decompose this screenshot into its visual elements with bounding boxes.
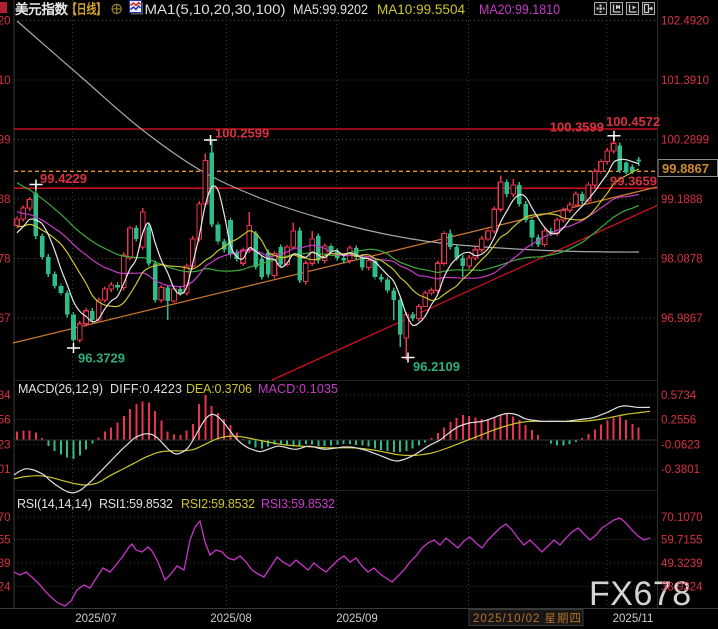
svg-text:美元指数: 美元指数 [15, 1, 69, 17]
svg-text:-0.0623: -0.0623 [0, 440, 11, 452]
svg-text:MACD(26,12,9): MACD(26,12,9) [18, 382, 103, 396]
svg-text:0.2556: 0.2556 [0, 415, 11, 427]
svg-text:101.3910: 101.3910 [661, 75, 709, 87]
svg-text:100.3599: 100.3599 [550, 120, 604, 135]
svg-text:99.1888: 99.1888 [0, 194, 11, 206]
svg-text:99.1888: 99.1888 [661, 194, 703, 206]
svg-text:100.2599: 100.2599 [215, 126, 269, 141]
svg-text:0.2556: 0.2556 [661, 415, 696, 427]
svg-text:102.4920: 102.4920 [0, 16, 11, 28]
svg-text:-0.3801: -0.3801 [661, 464, 700, 476]
svg-text:MACD:0.1035: MACD:0.1035 [258, 382, 338, 396]
svg-text:MA5:99.9202: MA5:99.9202 [293, 2, 368, 17]
svg-text:100.2899: 100.2899 [0, 135, 11, 147]
svg-text:0.5734: 0.5734 [0, 390, 11, 402]
svg-text:DIFF:0.4223: DIFF:0.4223 [110, 382, 182, 396]
svg-text:96.3729: 96.3729 [78, 351, 125, 366]
svg-text:-0.3801: -0.3801 [0, 464, 11, 476]
svg-text:-0.0623: -0.0623 [661, 440, 700, 452]
svg-text:0.5734: 0.5734 [661, 390, 697, 402]
svg-text:【日线】: 【日线】 [67, 1, 106, 17]
svg-text:98.0878: 98.0878 [661, 254, 703, 266]
svg-text:MA1(5,10,20,30,100): MA1(5,10,20,30,100) [145, 2, 286, 17]
svg-text:98.0878: 98.0878 [0, 254, 11, 266]
svg-text:59.7155: 59.7155 [661, 535, 703, 547]
svg-text:101.3910: 101.3910 [0, 75, 11, 87]
svg-text:99.4229: 99.4229 [40, 171, 87, 186]
svg-text:100.2899: 100.2899 [661, 135, 709, 147]
svg-text:99.8867: 99.8867 [662, 161, 709, 176]
svg-text:100.4572: 100.4572 [606, 114, 660, 129]
svg-text:2025/08: 2025/08 [210, 613, 252, 625]
svg-text:FX678: FX678 [589, 575, 692, 613]
svg-text:2025/09: 2025/09 [336, 613, 378, 625]
svg-text:96.9867: 96.9867 [661, 313, 703, 325]
svg-text:38.9324: 38.9324 [0, 582, 11, 594]
svg-text:RSI2:59.8532: RSI2:59.8532 [181, 497, 255, 511]
svg-text:70.1070: 70.1070 [0, 512, 11, 524]
svg-text:RSI1:59.8532: RSI1:59.8532 [99, 497, 173, 511]
svg-text:59.7155: 59.7155 [0, 535, 11, 547]
svg-text:102.4920: 102.4920 [661, 16, 709, 28]
svg-text:96.2109: 96.2109 [413, 359, 460, 374]
svg-text:RSI(14,14,14): RSI(14,14,14) [17, 497, 92, 511]
svg-text:96.9867: 96.9867 [0, 313, 11, 325]
svg-text:49.3239: 49.3239 [661, 558, 703, 570]
svg-text:MA20:99.1810: MA20:99.1810 [479, 2, 560, 17]
svg-text:2025/07: 2025/07 [75, 613, 117, 625]
svg-text:70.1070: 70.1070 [661, 512, 703, 524]
svg-text:49.3239: 49.3239 [0, 558, 11, 570]
svg-text:2025/11: 2025/11 [613, 613, 654, 625]
svg-text:MA10:99.5504: MA10:99.5504 [377, 2, 465, 17]
svg-text:DEA:0.3706: DEA:0.3706 [186, 382, 252, 396]
svg-text:2025/10/02 星期四: 2025/10/02 星期四 [473, 612, 581, 625]
svg-text:RSI3:59.8532: RSI3:59.8532 [261, 497, 335, 511]
svg-text:38.9324: 38.9324 [661, 582, 703, 594]
svg-text:99.3659: 99.3659 [610, 174, 657, 189]
